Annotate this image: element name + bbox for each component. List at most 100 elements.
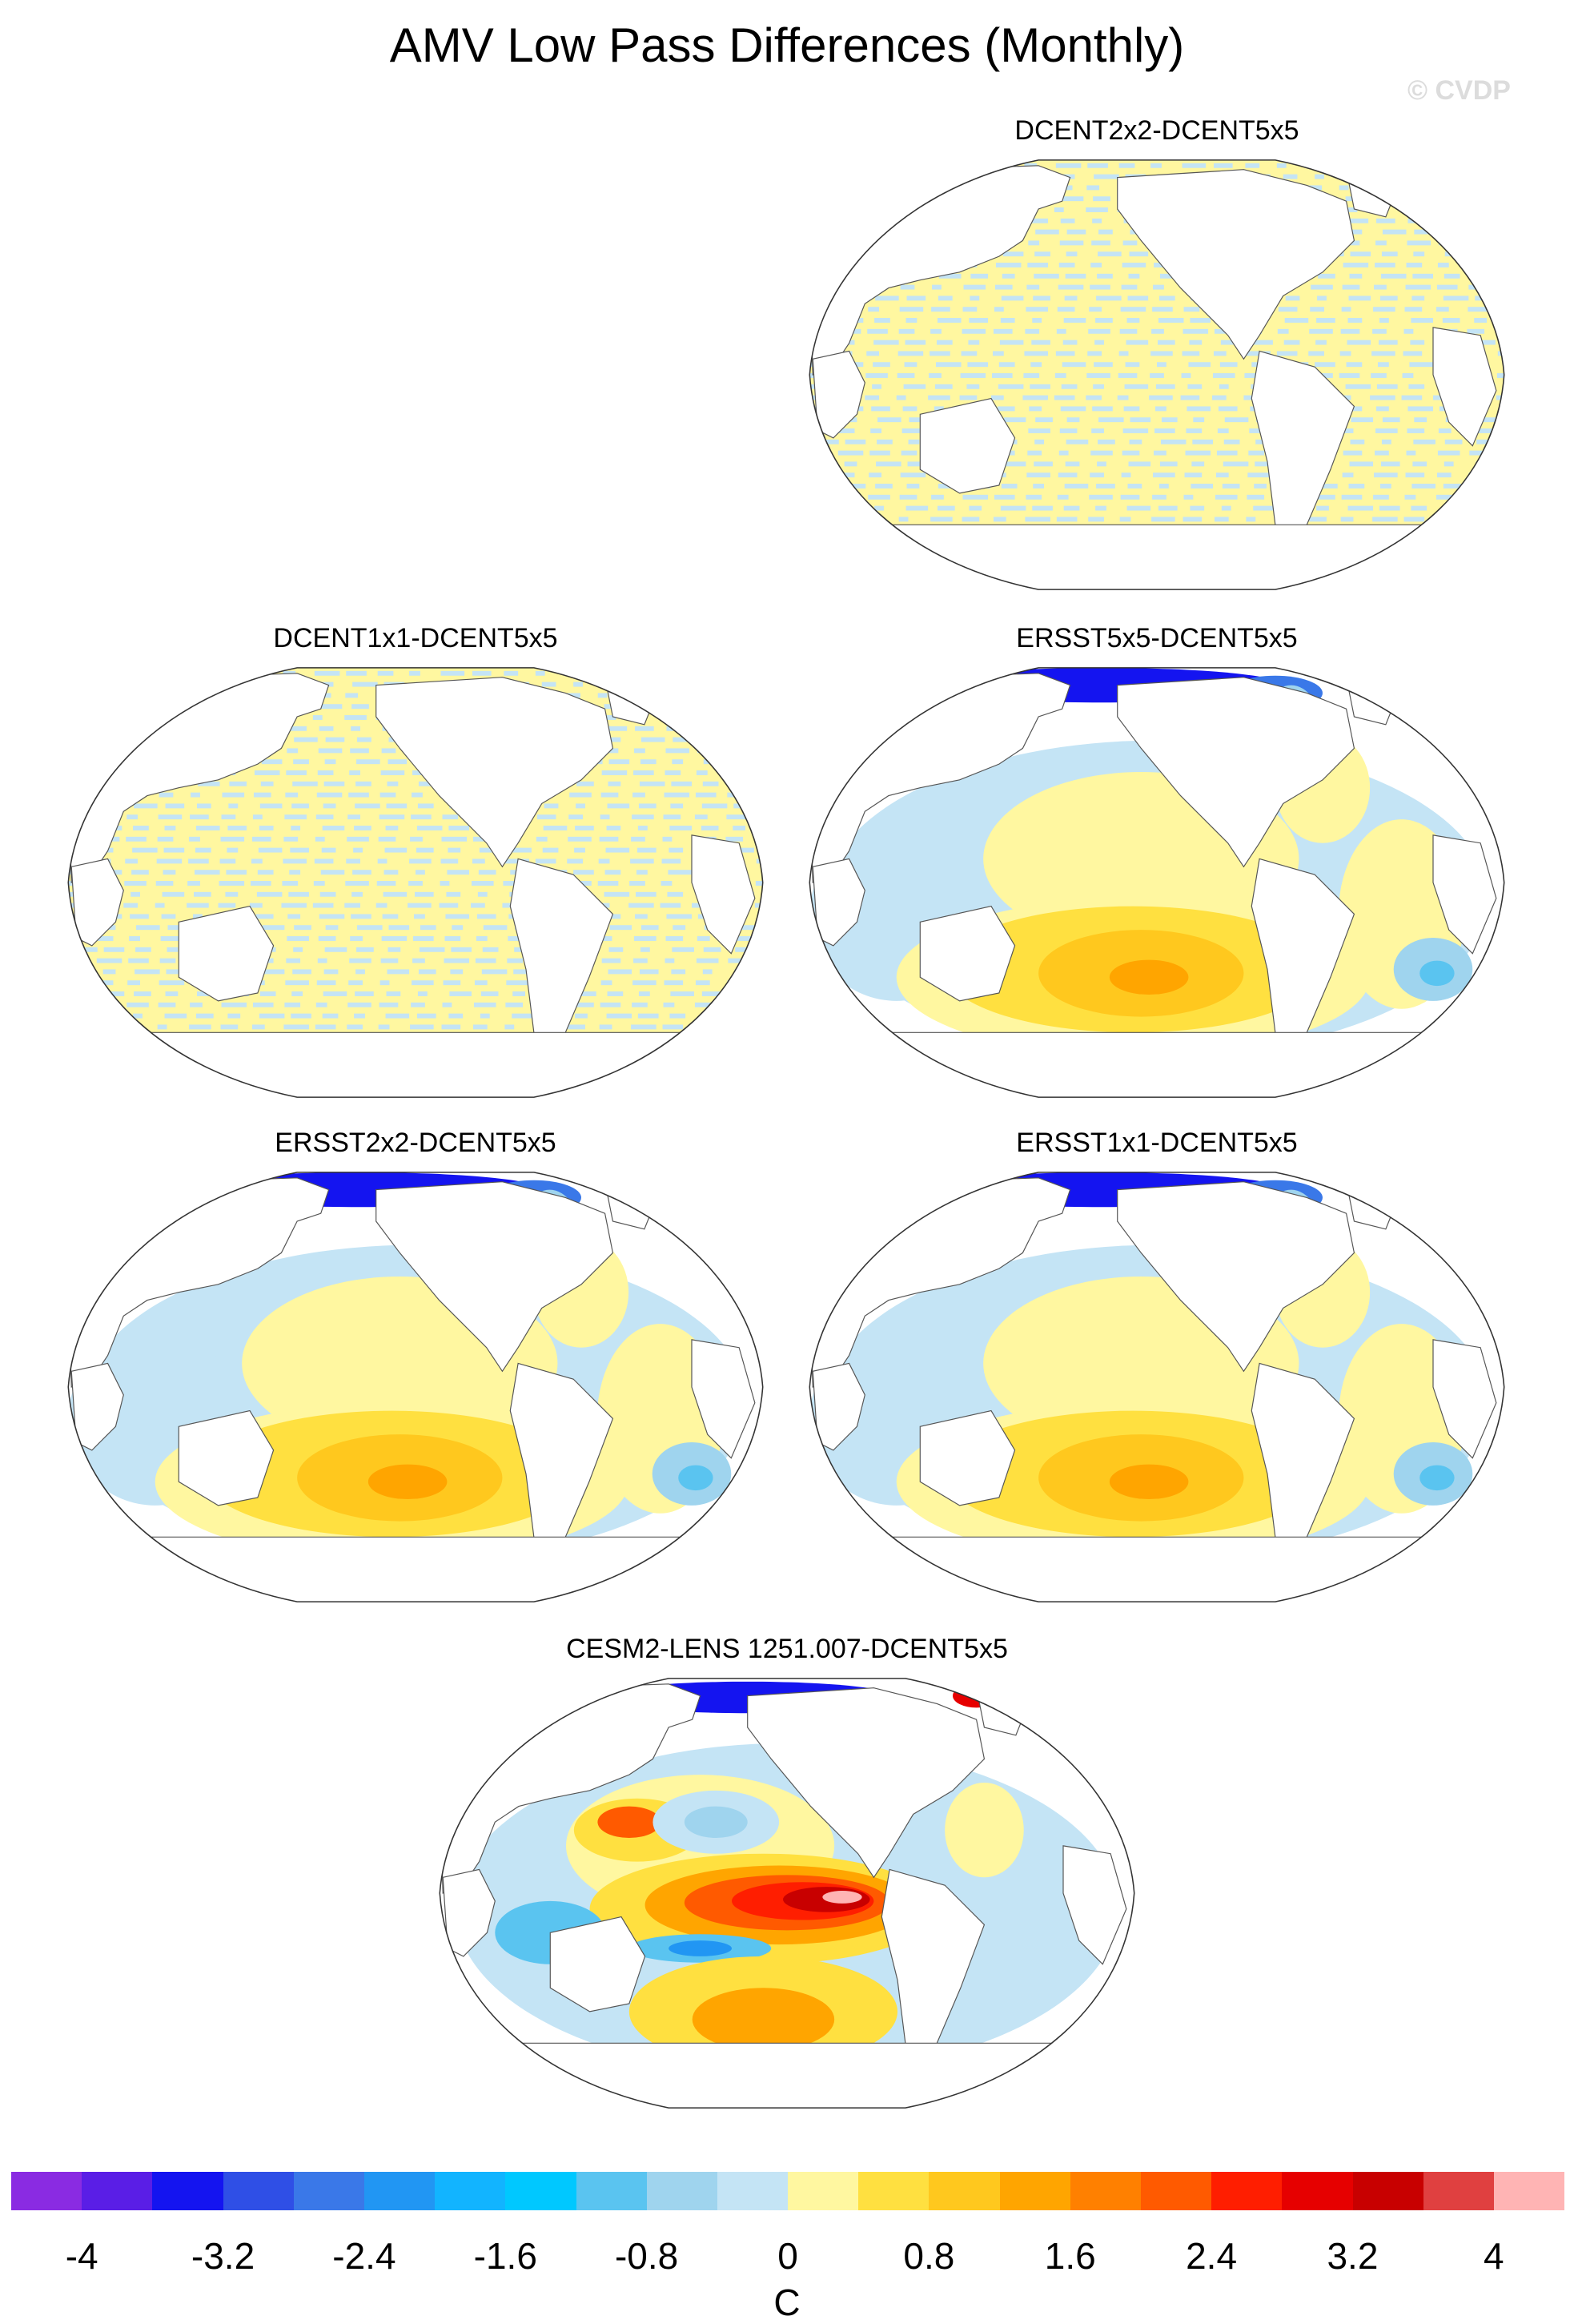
stripe-cell — [1414, 229, 1433, 235]
stripe-cell — [1346, 362, 1363, 368]
stripe-cell — [672, 947, 694, 952]
stripe-cell — [159, 958, 176, 963]
stripe-cell — [344, 903, 360, 908]
stripe-cell — [841, 549, 857, 555]
stripe-cell — [349, 958, 371, 963]
stripe-cell — [251, 1024, 265, 1030]
stripe-cell — [293, 759, 309, 765]
contour-region — [945, 1783, 1024, 1878]
stripe-cell — [1374, 284, 1387, 290]
stripe-cell — [1346, 174, 1369, 179]
land-north-america — [1117, 677, 1355, 868]
stripe-cell — [1411, 296, 1425, 301]
stripe-cell — [761, 726, 763, 731]
stripe-cell — [1341, 494, 1363, 500]
land-africa-east — [1062, 1845, 1127, 1965]
stripe-cell — [633, 770, 654, 775]
stripe-cell — [934, 406, 944, 412]
stripe-cell — [158, 814, 183, 820]
stripe-cell — [1027, 263, 1048, 267]
stripe-cell — [1438, 240, 1458, 246]
stripe-cell — [812, 296, 828, 301]
stripe-cell — [757, 814, 763, 820]
colorbar-tick-label: -3.2 — [191, 2235, 255, 2277]
stripe-cell — [1058, 450, 1069, 456]
stripe-cell — [352, 870, 371, 875]
stripe-cell — [68, 958, 78, 963]
stripe-cell — [345, 881, 369, 886]
stripe-cell — [697, 726, 708, 731]
stripe-cell — [761, 1080, 763, 1085]
stripe-cell — [1307, 185, 1323, 191]
stripe-cell — [1255, 461, 1275, 467]
stripe-cell — [1379, 318, 1389, 323]
stripe-cell — [1408, 196, 1431, 202]
stripe-cell — [725, 836, 744, 842]
stripe-cell — [292, 781, 318, 786]
colorbar-swatch — [505, 2172, 576, 2210]
stripe-cell — [901, 450, 917, 456]
stripe-cell — [1183, 517, 1203, 522]
stripe-cell — [387, 781, 399, 786]
colorbar-swatch — [152, 2172, 223, 2210]
stripe-cell — [1309, 328, 1333, 334]
stripe-cell — [155, 881, 174, 886]
stripe-cell — [196, 803, 211, 809]
stripe-cell — [68, 1091, 78, 1096]
stripe-cell — [130, 914, 149, 919]
stripe-cell — [813, 461, 830, 467]
colorbar-swatch — [1211, 2172, 1283, 2210]
stripe-cell — [601, 958, 621, 963]
colorbar-tick-label: 1.6 — [1044, 2235, 1096, 2277]
stripe-cell — [323, 803, 336, 809]
stripe-cell — [661, 881, 673, 886]
stripe-cell — [993, 517, 1006, 522]
stripe-cell — [1473, 340, 1496, 345]
stripe-cell — [350, 748, 369, 754]
stripe-cell — [503, 881, 521, 886]
stripe-cell — [1057, 307, 1075, 312]
stripe-cell — [1316, 318, 1335, 323]
stripe-cell — [189, 1024, 211, 1030]
stripe-cell — [640, 925, 659, 931]
stripe-cell — [875, 296, 899, 301]
stripe-cell — [928, 583, 944, 589]
stripe-cell — [504, 670, 519, 676]
stripe-cell — [1063, 318, 1086, 323]
stripe-cell — [356, 947, 374, 952]
stripe-cell — [70, 991, 81, 996]
stripe-cell — [1315, 340, 1327, 345]
stripe-cell — [1347, 318, 1363, 323]
stripe-cell — [1158, 484, 1169, 489]
stripe-cell — [959, 583, 971, 589]
stripe-cell — [969, 505, 982, 511]
stripe-cell — [1129, 251, 1149, 257]
land-north-america — [1117, 169, 1355, 360]
stripe-cell — [323, 969, 339, 975]
stripe-cell — [961, 163, 984, 168]
stripe-cell — [928, 395, 950, 400]
colorbar-tick-label: 4 — [1484, 2235, 1504, 2277]
stripe-cell — [736, 925, 757, 931]
panel-title: DCENT2x2-DCENT5x5 — [1014, 115, 1299, 146]
stripe-cell — [606, 1013, 632, 1019]
stripe-cell — [1440, 549, 1454, 555]
stripe-cell — [874, 318, 890, 323]
stripe-cell — [158, 1002, 176, 1007]
stripe-cell — [1219, 384, 1229, 389]
stripe-cell — [1094, 174, 1119, 179]
stripe-cell — [1472, 549, 1498, 555]
stripe-cell — [843, 484, 866, 489]
stripe-cell — [754, 903, 763, 908]
stripe-cell — [381, 936, 408, 941]
stripe-cell — [1119, 517, 1131, 522]
stripe-cell — [1150, 373, 1164, 378]
stripe-cell — [1378, 362, 1389, 368]
stripe-cell — [292, 969, 311, 975]
stripe-cell — [839, 218, 853, 223]
stripe-cell — [865, 561, 881, 566]
stripe-cell — [319, 704, 343, 710]
stripe-cell — [347, 814, 360, 820]
stripe-cell — [1034, 251, 1050, 257]
stripe-cell — [219, 670, 243, 676]
